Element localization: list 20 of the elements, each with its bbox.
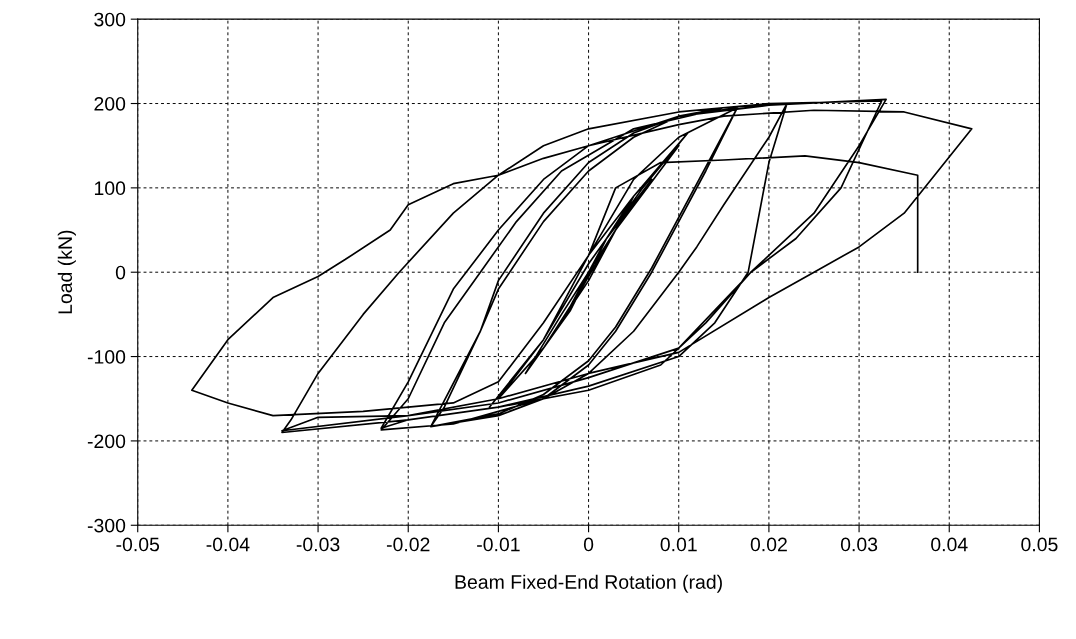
y-tick-label: 300 xyxy=(94,12,126,27)
x-axis-title: Beam Fixed-End Rotation (rad) xyxy=(455,574,722,593)
y-tick-label: -300 xyxy=(87,518,126,533)
x-tick-label: 0.01 xyxy=(660,537,697,552)
y-axis-title: Load (kN) xyxy=(57,230,76,314)
x-tick-label: 0.04 xyxy=(931,537,968,552)
x-tick-label: -0.03 xyxy=(296,537,340,552)
x-tick-label: -0.02 xyxy=(386,537,430,552)
y-tick-label: -200 xyxy=(87,434,126,449)
x-tick-label: 0.05 xyxy=(1021,537,1058,552)
x-tick-label: 0.02 xyxy=(750,537,787,552)
x-tick-label: -0.04 xyxy=(206,537,250,552)
y-tick-label: -100 xyxy=(87,350,126,364)
x-tick-label: -0.01 xyxy=(477,537,520,552)
y-tick-label: 0 xyxy=(115,265,126,280)
y-tick-label: 100 xyxy=(94,181,126,196)
y-tick-label: 200 xyxy=(94,96,126,111)
x-tick-label: -0.05 xyxy=(116,537,160,552)
x-tick-label: 0 xyxy=(583,537,594,552)
x-tick-label: 0.03 xyxy=(840,537,878,552)
